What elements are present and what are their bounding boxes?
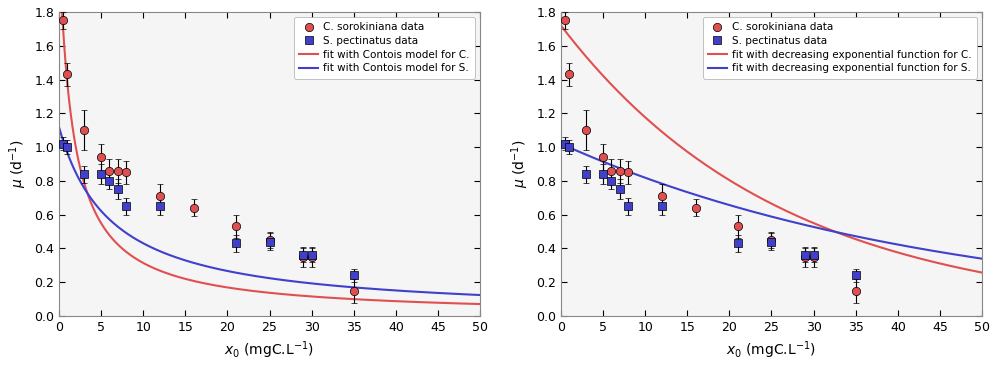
Legend: C. sorokiniana data, S. pectinatus data, fit with decreasing exponential functio: C. sorokiniana data, S. pectinatus data,… xyxy=(703,17,977,78)
Legend: C. sorokiniana data, S. pectinatus data, fit with Contois model for C., fit with: C. sorokiniana data, S. pectinatus data,… xyxy=(294,17,475,78)
Y-axis label: $\mu$ (d$^{-1}$): $\mu$ (d$^{-1}$) xyxy=(508,139,530,188)
Y-axis label: $\mu$ (d$^{-1}$): $\mu$ (d$^{-1}$) xyxy=(7,139,29,188)
X-axis label: $x_0$ (mgC.L$^{-1}$): $x_0$ (mgC.L$^{-1}$) xyxy=(224,339,315,361)
X-axis label: $x_0$ (mgC.L$^{-1}$): $x_0$ (mgC.L$^{-1}$) xyxy=(727,339,817,361)
